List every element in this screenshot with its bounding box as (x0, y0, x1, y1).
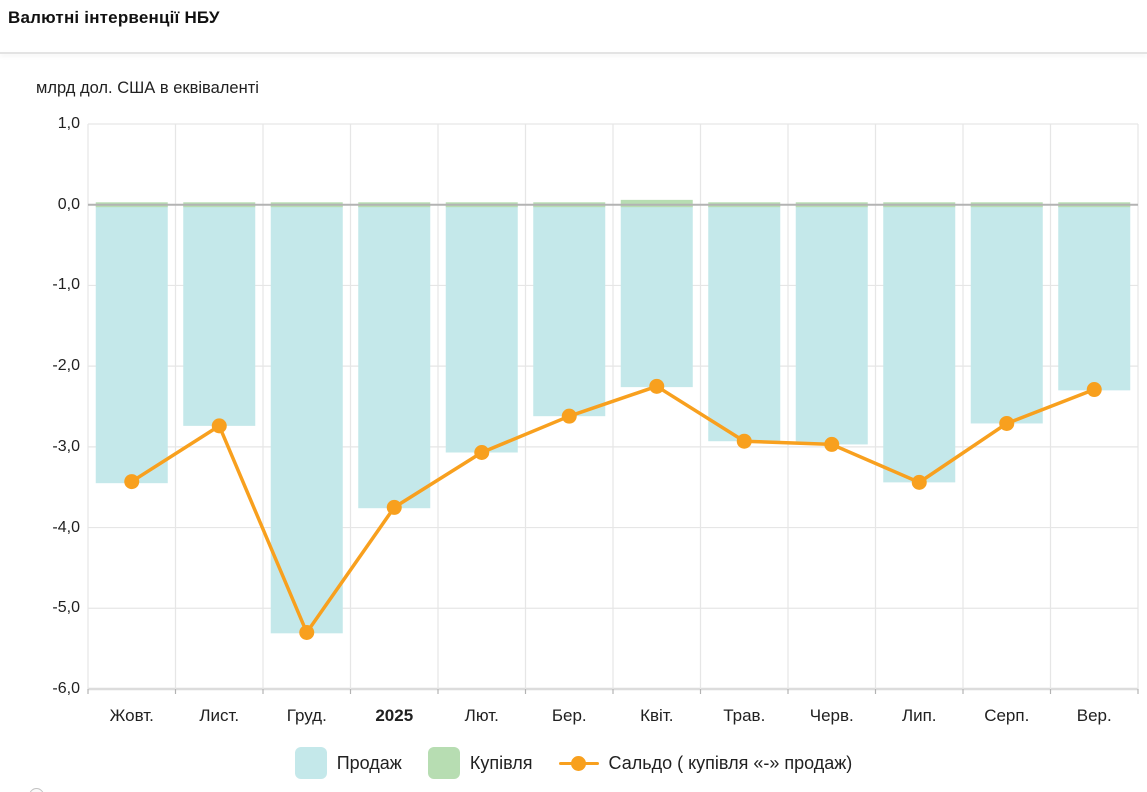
chart-legend: Продаж Купівля Сальдо ( купівля «-» прод… (0, 747, 1147, 779)
y-axis-label: -4,0 (52, 518, 80, 536)
x-axis-label: Жовт. (109, 706, 154, 725)
bar-prodazh[interactable] (1058, 204, 1131, 391)
bar-prodazh[interactable] (183, 204, 256, 426)
legend-item-kupivlia[interactable]: Купівля (427, 747, 533, 779)
y-axis-label: -2,0 (52, 357, 80, 375)
y-axis-unit-label: млрд дол. США в еквіваленті (36, 79, 259, 97)
legend-item-prodazh[interactable]: Продаж (294, 747, 402, 779)
x-axis-label: Груд. (286, 706, 327, 725)
saldo-point[interactable] (124, 474, 140, 490)
bar-prodazh[interactable] (445, 204, 518, 453)
x-axis-label: Трав. (723, 706, 766, 725)
kupivlia-swatch-icon (427, 747, 460, 779)
bar-prodazh[interactable] (970, 204, 1043, 424)
saldo-line (130, 384, 1096, 635)
y-axis-label: -3,0 (52, 437, 80, 455)
bar-prodazh[interactable] (358, 204, 431, 509)
legend-label-prodazh: Продаж (336, 752, 402, 773)
x-axis-label: Лип. (901, 706, 937, 725)
bar-prodazh[interactable] (883, 204, 956, 483)
x-axis-label: Серп. (984, 706, 1030, 725)
x-axis-label: 2025 (375, 706, 414, 725)
x-axis-label: Квіт. (640, 706, 674, 725)
x-axis-label: Лист. (199, 706, 240, 725)
legend-item-saldo[interactable]: Сальдо ( купівля «-» продаж) (558, 752, 853, 774)
saldo-line-dot-icon (558, 755, 599, 771)
saldo-point[interactable] (824, 436, 840, 452)
bar-prodazh[interactable] (620, 204, 693, 388)
saldo-point[interactable] (1086, 382, 1102, 398)
saldo-point[interactable] (999, 415, 1015, 431)
x-axis-label: Бер. (551, 706, 587, 725)
y-axis-label: -6,0 (52, 680, 80, 697)
x-axis-label: Лют. (464, 706, 499, 725)
saldo-point[interactable] (649, 378, 665, 394)
bar-prodazh[interactable] (270, 204, 343, 634)
saldo-point[interactable] (299, 625, 315, 640)
saldo-point[interactable] (561, 408, 577, 424)
y-axis-label: -5,0 (52, 599, 80, 617)
y-axis-label: 1,0 (57, 115, 80, 132)
page-title: Валютні інтервенції НБУ (8, 8, 220, 27)
saldo-point[interactable] (736, 433, 752, 449)
prodazh-swatch-icon (294, 747, 327, 779)
y-axis-label: 0,0 (57, 195, 80, 213)
bar-prodazh[interactable] (533, 204, 606, 417)
legend-label-saldo: Сальдо ( купівля «-» продаж) (608, 752, 853, 773)
saldo-point[interactable] (211, 418, 227, 434)
x-axis-label: Вер. (1076, 706, 1112, 725)
saldo-point[interactable] (911, 474, 927, 490)
x-axis-label: Черв. (809, 706, 854, 725)
bar-prodazh[interactable] (795, 204, 868, 445)
legend-label-kupivlia: Купівля (469, 752, 533, 773)
bar-prodazh[interactable] (95, 204, 168, 484)
y-axis-label: -1,0 (52, 276, 80, 294)
saldo-point[interactable] (474, 445, 490, 461)
bar-kupivlia[interactable] (620, 199, 693, 208)
header-divider (0, 52, 1147, 54)
saldo-point[interactable] (386, 499, 402, 515)
bar-prodazh[interactable] (708, 204, 781, 442)
